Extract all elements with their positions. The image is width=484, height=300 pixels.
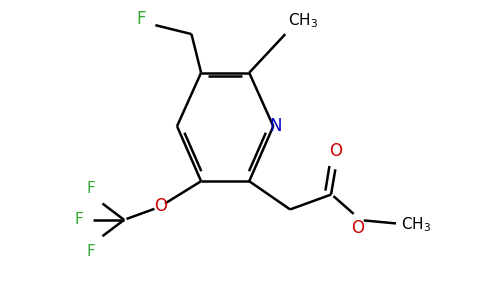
- Text: O: O: [329, 142, 342, 160]
- Text: F: F: [136, 10, 146, 28]
- Text: N: N: [270, 117, 282, 135]
- Text: F: F: [75, 212, 83, 227]
- Text: CH$_3$: CH$_3$: [287, 11, 318, 30]
- Text: CH$_3$: CH$_3$: [401, 215, 431, 234]
- Text: F: F: [87, 181, 95, 196]
- Text: F: F: [87, 244, 95, 259]
- Text: O: O: [154, 197, 166, 215]
- Text: O: O: [351, 219, 364, 237]
